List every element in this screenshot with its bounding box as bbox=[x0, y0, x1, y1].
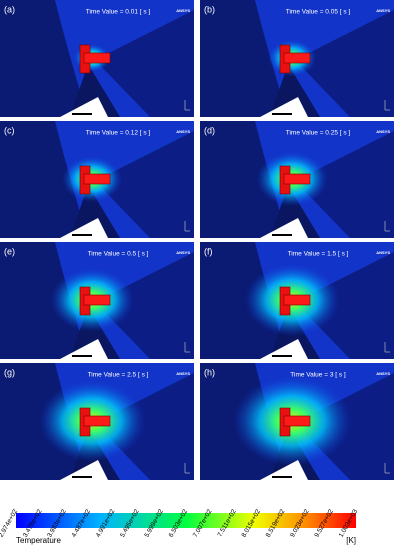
white-wedge bbox=[260, 218, 308, 238]
panel-content bbox=[200, 121, 394, 238]
panel: (g) Time Value = 2.5 [ s ] ANSYS bbox=[0, 363, 194, 480]
time-value: Time Value = 1.5 [ s ] bbox=[288, 251, 349, 258]
logo: ANSYS bbox=[176, 8, 190, 13]
time-value: Time Value = 0.01 [ s ] bbox=[86, 9, 151, 16]
time-value: Time Value = 0.05 [ s ] bbox=[286, 9, 351, 16]
panel-label: (f) bbox=[204, 246, 213, 256]
heat-source bbox=[83, 415, 111, 427]
shadow-wedge bbox=[295, 10, 394, 117]
panel-content bbox=[200, 242, 394, 359]
white-wedge bbox=[260, 339, 308, 359]
heat-source bbox=[83, 294, 111, 306]
panel: (a) Time Value = 0.01 [ s ] ANSYS bbox=[0, 0, 194, 117]
logo: ANSYS bbox=[176, 371, 190, 376]
panel: (c) Time Value = 0.12 [ s ] ANSYS bbox=[0, 121, 194, 238]
panel-content bbox=[200, 363, 394, 480]
panel-label: (c) bbox=[4, 125, 15, 135]
time-value: Time Value = 3 [ s ] bbox=[290, 372, 346, 379]
heat-source bbox=[283, 52, 311, 64]
logo: ANSYS bbox=[176, 129, 190, 134]
white-wedge bbox=[60, 339, 108, 359]
logo: ANSYS bbox=[376, 250, 390, 255]
white-wedge bbox=[60, 218, 108, 238]
heat-source bbox=[83, 52, 111, 64]
panel-content bbox=[0, 0, 194, 117]
shadow-wedge bbox=[70, 64, 120, 117]
colorbar bbox=[16, 513, 356, 528]
panel-content bbox=[0, 363, 194, 480]
white-wedge bbox=[260, 460, 308, 480]
white-wedge bbox=[260, 97, 308, 117]
heat-source bbox=[83, 173, 111, 185]
shadow-wedge bbox=[70, 185, 120, 238]
shadow-wedge bbox=[70, 306, 120, 359]
panel-content bbox=[0, 242, 194, 359]
time-value: Time Value = 0.25 [ s ] bbox=[286, 130, 351, 137]
colorbar-title: Temperature bbox=[16, 536, 61, 545]
panel-content bbox=[200, 0, 394, 117]
shadow-wedge bbox=[95, 131, 194, 238]
heat-source bbox=[283, 415, 311, 427]
panel-label: (b) bbox=[204, 4, 215, 14]
heat-source bbox=[283, 294, 311, 306]
shadow-wedge bbox=[295, 131, 394, 238]
panel-label: (e) bbox=[4, 246, 15, 256]
colorbar-unit: [K] bbox=[346, 536, 356, 545]
panel: (f) Time Value = 1.5 [ s ] ANSYS bbox=[200, 242, 394, 359]
time-value: Time Value = 0.5 [ s ] bbox=[88, 251, 149, 258]
shadow-wedge bbox=[295, 252, 394, 359]
panel-label: (a) bbox=[4, 4, 15, 14]
panel: (h) Time Value = 3 [ s ] ANSYS bbox=[200, 363, 394, 480]
logo: ANSYS bbox=[376, 371, 390, 376]
panel: (e) Time Value = 0.5 [ s ] ANSYS bbox=[0, 242, 194, 359]
white-wedge bbox=[60, 460, 108, 480]
white-wedge bbox=[60, 97, 108, 117]
shadow-wedge bbox=[95, 252, 194, 359]
panel-label: (h) bbox=[204, 367, 215, 377]
time-value: Time Value = 0.12 [ s ] bbox=[86, 130, 151, 137]
panel: (d) Time Value = 0.25 [ s ] ANSYS bbox=[200, 121, 394, 238]
panel-content bbox=[0, 121, 194, 238]
logo: ANSYS bbox=[176, 250, 190, 255]
panel: (b) Time Value = 0.05 [ s ] ANSYS bbox=[200, 0, 394, 117]
time-value: Time Value = 2.5 [ s ] bbox=[88, 372, 149, 379]
panel-label: (d) bbox=[204, 125, 215, 135]
shadow-wedge bbox=[270, 64, 320, 117]
logo: ANSYS bbox=[376, 129, 390, 134]
shadow-wedge bbox=[95, 10, 194, 117]
logo: ANSYS bbox=[376, 8, 390, 13]
shadow-wedge bbox=[270, 185, 320, 238]
heat-source bbox=[283, 173, 311, 185]
panel-label: (g) bbox=[4, 367, 15, 377]
